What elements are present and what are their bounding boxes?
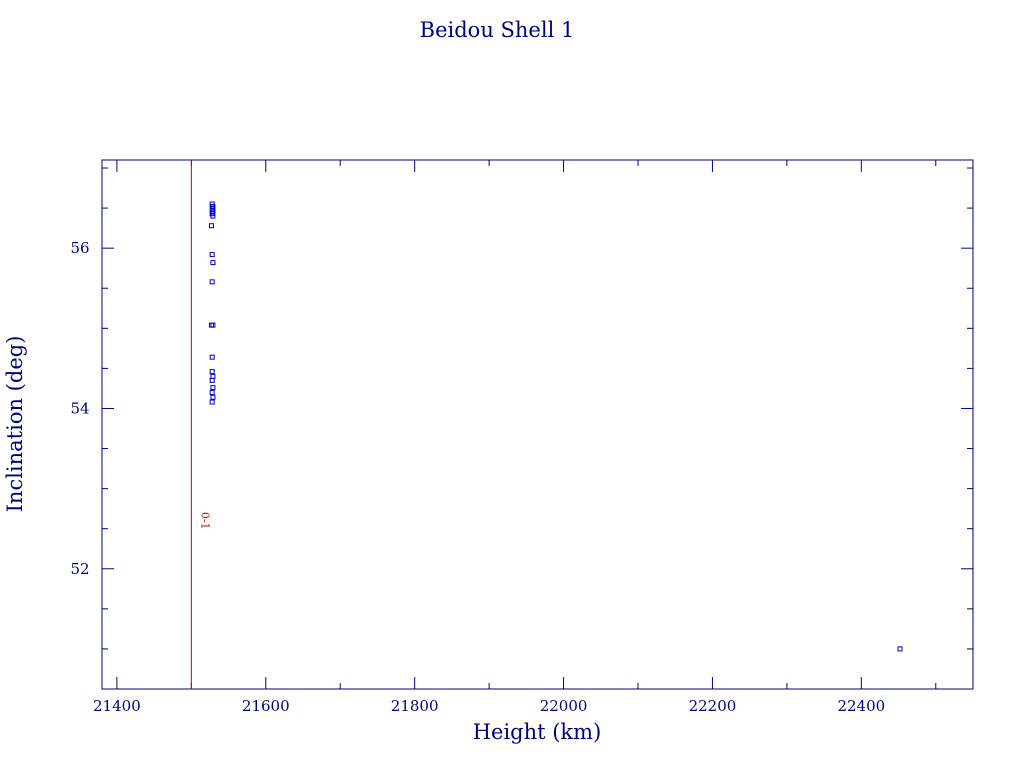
x-tick-label: 21800 (391, 697, 439, 715)
data-point (210, 213, 216, 219)
data-point (209, 389, 215, 395)
data-point (209, 377, 215, 383)
data-point (208, 223, 214, 229)
reference-line-label: 0-1 (198, 512, 211, 530)
data-point (209, 252, 215, 258)
data-point (897, 646, 903, 652)
x-tick-label: 21400 (93, 697, 141, 715)
x-tick-label: 22200 (689, 697, 737, 715)
data-point (209, 399, 215, 405)
x-axis-label: Height (km) (473, 720, 602, 744)
y-tick-label: 52 (70, 560, 89, 578)
y-axis-label: Inclination (deg) (3, 336, 27, 513)
data-point (210, 373, 216, 379)
data-point (210, 260, 216, 266)
x-tick-label: 22000 (540, 697, 588, 715)
plot-frame (101, 159, 974, 690)
data-point (210, 394, 216, 400)
data-point (208, 322, 214, 328)
data-point (210, 322, 216, 328)
data-point (209, 279, 215, 285)
y-tick-label: 56 (70, 239, 89, 257)
x-tick-label: 22400 (837, 697, 885, 715)
plot-layer: 21400 21600 21800 22000 22200 22400 52 54 56 0-1 (70, 159, 974, 715)
x-tick-label: 21600 (242, 697, 290, 715)
y-tick-label: 54 (70, 399, 89, 417)
data-point (209, 354, 215, 360)
data-point (210, 385, 216, 391)
chart-title: Beidou Shell 1 (420, 18, 575, 42)
data-point (209, 369, 215, 375)
